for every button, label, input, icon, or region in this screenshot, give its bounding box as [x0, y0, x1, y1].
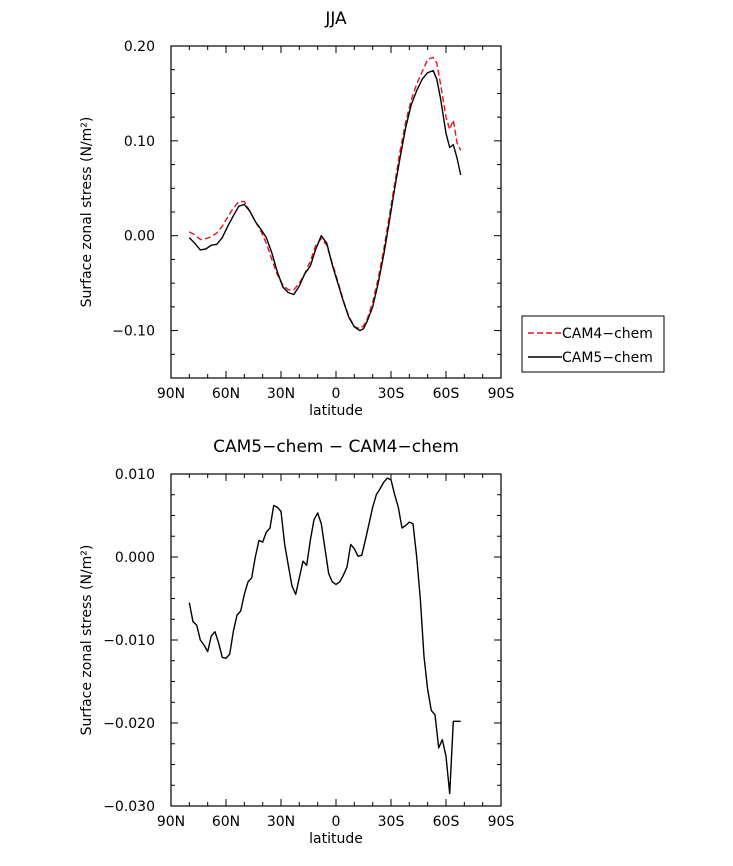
- x-tick-label: 30S: [378, 814, 405, 830]
- y-tick-label: −0.010: [103, 633, 155, 649]
- x-tick-label: 30S: [378, 386, 405, 402]
- x-tick-label: 60S: [433, 386, 460, 402]
- y-tick-label: −0.020: [103, 716, 155, 732]
- chart-panel-1: 90N 60N 30N 0 30S 60S 90S 0.20 0.10 0.00 −0.10 JJA l…: [79, 9, 665, 419]
- legend-label: CAM5−chem: [562, 350, 653, 366]
- y-axis-label: Surface zonal stress (N/m²): [79, 545, 95, 736]
- chart-panel-2: 90N 60N 30N 0 30S 60S 90S 0.010 0.000 −0.010 −0.02…: [79, 437, 514, 847]
- y-tick-label: −0.030: [103, 799, 155, 815]
- x-tick-label: 0: [332, 386, 341, 402]
- y-tick-label: 0.20: [124, 39, 155, 55]
- y-tick-label: 0.010: [115, 467, 155, 483]
- chart-title: CAM5−chem − CAM4−chem: [213, 437, 459, 457]
- series-line-1: [188, 56, 462, 330]
- x-tick-label: 60N: [212, 814, 240, 830]
- x-tick-label: 90N: [157, 814, 185, 830]
- x-axis-label: latitude: [309, 831, 363, 847]
- x-tick-label: 60N: [212, 386, 240, 402]
- x-tick-label: 90N: [157, 386, 185, 402]
- x-tick-label: 30N: [267, 814, 295, 830]
- chart-title: JJA: [324, 9, 347, 29]
- legend: CAM4−chem CAM5−chem: [521, 315, 665, 373]
- x-tick-label: 60S: [433, 814, 460, 830]
- x-tick-label: 0: [332, 814, 341, 830]
- series-line-2: [188, 69, 462, 332]
- x-tick-label: 90S: [488, 814, 515, 830]
- series-line-1: [188, 477, 461, 795]
- x-tick-label: 90S: [488, 386, 515, 402]
- y-tick-label: 0.000: [115, 550, 155, 566]
- y-tick-label: −0.10: [112, 324, 155, 340]
- y-axis-label: Surface zonal stress (N/m²): [79, 117, 95, 308]
- plot-frame: [170, 45, 502, 379]
- x-axis-label: latitude: [309, 403, 363, 419]
- x-tick-label: 30N: [267, 386, 295, 402]
- legend-box: [521, 315, 665, 373]
- y-tick-label: 0.00: [124, 229, 155, 245]
- y-tick-label: 0.10: [124, 134, 155, 150]
- legend-label: CAM4−chem: [562, 326, 653, 342]
